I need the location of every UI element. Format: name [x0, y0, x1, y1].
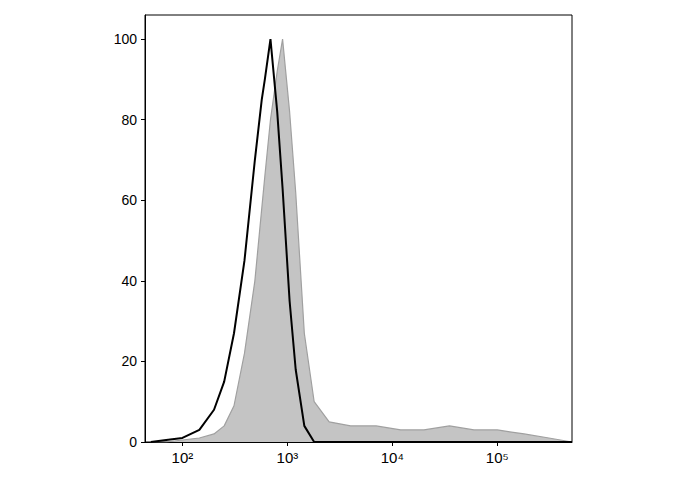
svg-text:0: 0 — [129, 434, 137, 450]
svg-text:80: 80 — [121, 112, 137, 128]
svg-text:10⁴: 10⁴ — [381, 449, 404, 466]
svg-text:10³: 10³ — [277, 449, 299, 466]
svg-text:10²: 10² — [172, 449, 194, 466]
svg-text:10⁵: 10⁵ — [486, 449, 509, 466]
svg-text:20: 20 — [121, 353, 137, 369]
svg-text:60: 60 — [121, 192, 137, 208]
svg-text:40: 40 — [121, 273, 137, 289]
svg-text:100: 100 — [114, 31, 138, 47]
